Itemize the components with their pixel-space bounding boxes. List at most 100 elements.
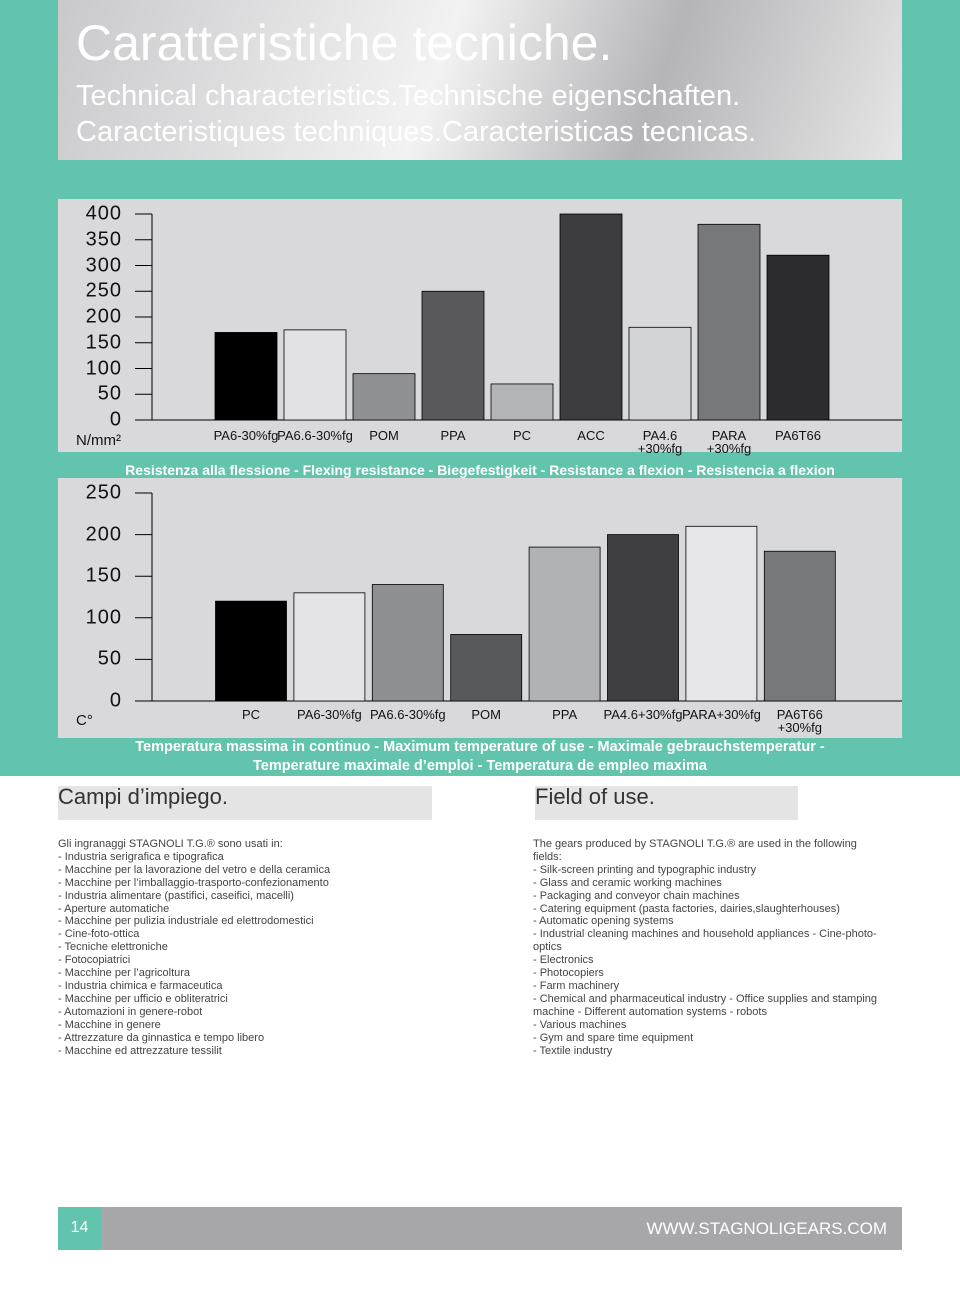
unit-label: N/mm² xyxy=(76,432,121,449)
y-tick-label: 300 xyxy=(85,254,122,276)
list-line: - Tecniche elettroniche xyxy=(58,941,168,954)
list-line: - Various machines xyxy=(533,1018,627,1031)
list-line: - Industria chimica e farmaceutica xyxy=(58,979,223,992)
y-tick-label: 0 xyxy=(109,408,122,431)
list-line: - Automazioni in genere-robot xyxy=(58,1005,203,1018)
heading-box xyxy=(535,786,798,820)
list-line: - Silk-screen printing and typographic i… xyxy=(533,863,757,876)
x-tick-label: PARA+30%fg xyxy=(681,707,761,722)
bar xyxy=(352,373,416,421)
y-tick-label: 350 xyxy=(85,228,122,251)
list-line: - Industria serigrafica e tipografica xyxy=(58,850,224,863)
list-line: - Packaging and conveyor chain machines xyxy=(533,889,740,902)
list-line: - Chemical and pharmaceutical industry -… xyxy=(533,992,878,1005)
y-tick-label: 50 xyxy=(97,647,122,670)
section-heading: Field of use. xyxy=(535,784,655,809)
list-line: The gears produced by STAGNOLI T.G.® are… xyxy=(533,838,857,850)
bar xyxy=(766,254,830,421)
list-line: - Gym and spare time equipment xyxy=(533,1031,694,1044)
list-line: - Cine-foto-ottica xyxy=(58,928,140,941)
bar xyxy=(528,546,601,702)
x-tick-label: ACC xyxy=(577,428,605,443)
subtitle-line: Technical characteristics.Technische eig… xyxy=(76,80,741,112)
list-line: - Fotocopiatrici xyxy=(58,954,131,967)
x-tick-label: PA6T66 xyxy=(774,428,822,443)
x-tick-label: PPA xyxy=(552,707,578,722)
bar xyxy=(450,634,523,702)
bar xyxy=(371,584,444,702)
section-heading: Campi d’impiego. xyxy=(58,784,228,809)
y-tick-label: 250 xyxy=(85,279,122,302)
bar xyxy=(559,213,623,421)
bar xyxy=(763,550,836,702)
list-line: - Photocopiers xyxy=(533,967,604,980)
list-line: - Automatic opening systems xyxy=(533,915,674,928)
footer-url: WWW.STAGNOLIGEARS.COM xyxy=(646,1219,887,1238)
unit-label: C° xyxy=(76,712,93,729)
list-line: - Macchine ed attrezzature tessilit xyxy=(58,1044,222,1057)
x-tick-label: PA6-30%fg xyxy=(296,707,362,722)
list-line: - Macchine per la lavorazione del vetro … xyxy=(58,863,331,876)
list-line: - Attrezzature da ginnastica e tempo lib… xyxy=(58,1031,265,1044)
chart-caption: Resistenza alla flessione - Flexing resi… xyxy=(125,462,835,478)
list-line: - Macchine per l’imballaggio-trasporto-c… xyxy=(58,876,329,889)
header-image: Caratteristiche tecniche. Technical char… xyxy=(58,0,902,160)
list-line: - Macchine per l’agricoltura xyxy=(58,967,191,980)
x-tick-label: POM xyxy=(471,707,501,722)
list-line: - Macchine per ufficio e obliteratrici xyxy=(58,992,228,1005)
list-line: - Macchine in genere xyxy=(58,1018,161,1031)
list-line: fields: xyxy=(533,850,562,863)
chart-caption: Temperatura massima in continuo - Maximu… xyxy=(135,739,825,774)
bar xyxy=(283,329,347,421)
y-tick-label: 150 xyxy=(85,331,122,354)
y-tick-label: 100 xyxy=(85,357,122,379)
list: The gears produced by STAGNOLI T.G.® are… xyxy=(533,838,877,1057)
x-tick-label: PC xyxy=(241,707,261,722)
y-tick-label: 400 xyxy=(85,202,122,225)
list-line: - Textile industry xyxy=(533,1044,613,1057)
bar xyxy=(215,600,287,702)
list-line: - Farm machinery xyxy=(533,979,620,992)
list: Gli ingranaggi STAGNOLI T.G.® sono usati… xyxy=(58,838,330,1057)
y-tick-label: 0 xyxy=(109,689,122,712)
bar xyxy=(214,332,278,421)
title: Caratteristiche tecniche. xyxy=(76,15,613,71)
x-tick-label: PARA +30%fg xyxy=(706,428,752,456)
x-tick-label: PA6T66 +30%fg xyxy=(776,707,823,735)
bar xyxy=(490,383,554,421)
x-tick-label: PA6-30%fg xyxy=(213,428,279,443)
y-tick-label: 100 xyxy=(85,606,122,629)
list-line: - Aperture automatiche xyxy=(58,902,170,915)
bar xyxy=(628,326,692,421)
x-tick-label: PA6.6-30%fg xyxy=(369,707,446,722)
bar xyxy=(293,592,366,702)
bar xyxy=(697,223,761,421)
x-tick-label: PA6.6-30%fg xyxy=(277,428,353,443)
x-tick-label: PA4.6 +30%fg xyxy=(637,428,683,456)
page-box xyxy=(58,1207,101,1250)
bar xyxy=(685,525,758,702)
list-line: Gli ingranaggi STAGNOLI T.G.® sono usati… xyxy=(58,838,283,850)
list-line: - Catering equipment (pasta factories, d… xyxy=(533,902,840,915)
bar xyxy=(421,290,485,421)
y-tick-label: 200 xyxy=(85,305,122,328)
subtitle-line: Caracteristiques techniques.Caracteristi… xyxy=(76,116,757,148)
heading-box xyxy=(58,786,432,820)
list-line: - Glass and ceramic working machines xyxy=(533,876,722,889)
list-line: machine - Different automation systems -… xyxy=(533,1005,767,1018)
page-number: 14 xyxy=(70,1219,89,1236)
y-tick-label: 50 xyxy=(97,382,122,405)
list-line: - Electronics xyxy=(533,954,594,967)
list-line: - Industria alimentare (pastifici, casei… xyxy=(58,889,294,902)
list-line: optics xyxy=(533,941,562,954)
y-tick-label: 250 xyxy=(85,481,122,504)
x-tick-label: POM xyxy=(369,428,399,443)
bar xyxy=(607,534,679,702)
list-line: - Macchine per pulizia industriale ed el… xyxy=(58,915,314,928)
x-tick-label: PA4.6+30%fg xyxy=(603,707,683,722)
subtitle: Technical characteristics.Technische eig… xyxy=(76,78,756,150)
footer-bar xyxy=(58,1207,902,1250)
x-tick-label: PPA xyxy=(440,428,466,443)
